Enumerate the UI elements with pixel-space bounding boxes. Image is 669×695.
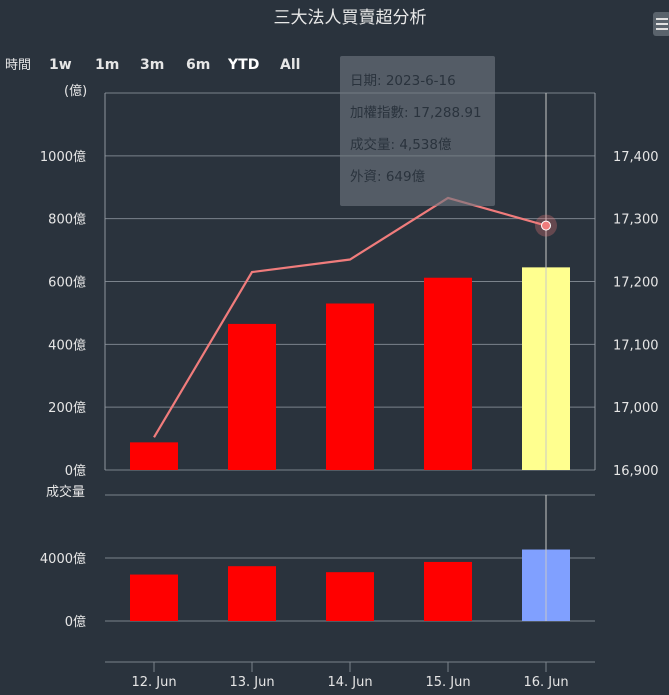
- index-point[interactable]: [541, 220, 551, 231]
- tooltip-volume: 成交量: 4,538億: [350, 137, 452, 153]
- right-tick-label: 16,900: [613, 464, 659, 479]
- volume-bar[interactable]: [326, 572, 374, 621]
- left-tick-label: 0億: [65, 463, 86, 479]
- range-button-1m[interactable]: 1m: [95, 57, 119, 73]
- index-line-path: [153, 196, 547, 438]
- x-tick-label: 15. Jun: [425, 675, 470, 690]
- x-tick-label: 14. Jun: [327, 675, 372, 690]
- right-tick-label: 17,000: [613, 401, 659, 416]
- volume-bar[interactable]: [228, 566, 276, 621]
- foreign-bar[interactable]: [424, 277, 472, 470]
- range-button-3m[interactable]: 3m: [140, 57, 164, 73]
- lower-axis-ticks: 0億 4000億: [40, 551, 86, 630]
- right-tick-label: 17,400: [613, 150, 659, 165]
- left-tick-label: 400億: [48, 337, 86, 353]
- range-selector-label: 時間: [5, 58, 31, 73]
- volume-bar[interactable]: [130, 574, 178, 621]
- tooltip-index: 加權指數: 17,288.91: [350, 105, 482, 121]
- range-selector: 時間 1w 1m 3m 6m YTD All: [5, 57, 300, 73]
- range-button-all[interactable]: All: [280, 57, 300, 73]
- range-button-ytd[interactable]: YTD: [227, 57, 259, 73]
- lower-bars: [130, 549, 570, 621]
- range-button-6m[interactable]: 6m: [186, 57, 210, 73]
- x-tick-label: 12. Jun: [131, 675, 176, 690]
- right-tick-label: 17,100: [613, 338, 659, 353]
- x-axis-ticks: 12. Jun 13. Jun 14. Jun 15. Jun 16. Jun: [131, 662, 569, 690]
- x-tick-label: 13. Jun: [229, 675, 274, 690]
- left-tick-label: 800億: [48, 212, 86, 228]
- chart-menu-button[interactable]: [653, 12, 669, 36]
- lower-axis-title: 成交量: [46, 484, 85, 500]
- left-axis-unit: (億): [64, 83, 87, 99]
- lower-tick-label: 4000億: [40, 551, 86, 567]
- left-axis-ticks: 0億 200億 400億 600億 800億 1000億: [40, 149, 86, 479]
- upper-bars: [130, 267, 570, 470]
- index-line: [153, 196, 557, 438]
- range-button-1w[interactable]: 1w: [49, 57, 72, 73]
- right-tick-label: 17,300: [613, 213, 659, 228]
- left-tick-label: 600億: [48, 275, 86, 291]
- tooltip-date: 日期: 2023-6-16: [350, 73, 456, 89]
- left-tick-label: 200億: [48, 400, 86, 416]
- chart-title: 三大法人買賣超分析: [274, 8, 427, 28]
- left-tick-label: 1000億: [40, 149, 86, 165]
- foreign-bar[interactable]: [326, 303, 374, 470]
- tooltip: 日期: 2023-6-16 加權指數: 17,288.91 成交量: 4,538…: [340, 56, 495, 206]
- tooltip-foreign: 外資: 649億: [350, 169, 426, 185]
- lower-tick-label: 0億: [65, 614, 86, 630]
- x-tick-label: 16. Jun: [523, 675, 568, 690]
- foreign-bar[interactable]: [130, 442, 178, 470]
- foreign-bar[interactable]: [228, 323, 276, 470]
- volume-bar[interactable]: [424, 561, 472, 621]
- right-axis-ticks: 16,900 17,000 17,100 17,200 17,300 17,400: [613, 150, 659, 479]
- right-tick-label: 17,200: [613, 276, 659, 291]
